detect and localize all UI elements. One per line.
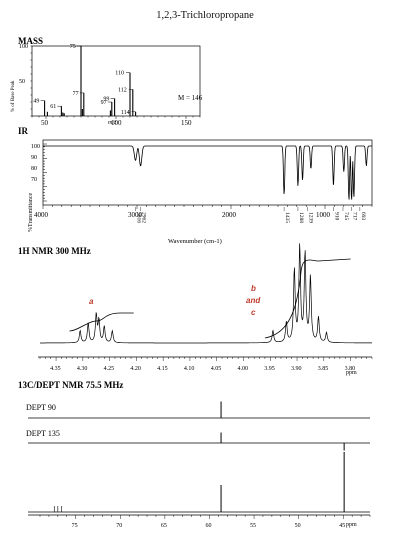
- mass-peak-label: 99: [103, 97, 109, 103]
- hnmr-tick-label: 4.20: [130, 366, 141, 372]
- mass-molecular-ion: M = 146: [178, 94, 203, 102]
- ir-x-tick-label: 1000: [316, 211, 331, 219]
- cnmr-tick-label: 50: [295, 523, 301, 529]
- cnmr-tick-label: 65: [161, 523, 167, 529]
- page-title: 1,2,3-Trichloropropane: [156, 10, 254, 21]
- hnmr-spectrum-line: [40, 243, 372, 344]
- hnmr-section-label: 1H NMR 300 MHz: [18, 246, 91, 256]
- mass-peak-label: 77: [73, 91, 79, 97]
- cnmr-plot: 75 70 65 60 55 50 45: [28, 401, 371, 529]
- ir-y-tick-label: 90: [31, 155, 37, 161]
- mass-ylabel: % of Base Peak: [11, 80, 16, 112]
- ir-y-tick-label: 80: [31, 166, 37, 172]
- ir-peak-label: 1239: [308, 212, 314, 223]
- annotation-b: b: [251, 284, 256, 293]
- ir-peak-label: 717: [352, 212, 358, 221]
- mass-peak-label: 49: [33, 99, 39, 105]
- hnmr-plot: 4.35 4.30 4.25 4.20 4.15 4.10 4.05 4.00 3.95 3.90…: [38, 243, 373, 372]
- ir-peak-label: 910: [333, 212, 339, 221]
- hnmr-integral-bc: [264, 258, 351, 339]
- cnmr-tick-label: 45: [339, 523, 345, 529]
- ir-x-tick-label: 2000: [222, 211, 237, 219]
- cnmr-tick-label: 75: [72, 523, 78, 529]
- hnmr-tick-label: 3.80: [345, 366, 356, 372]
- mass-axes-box: [31, 45, 201, 117]
- cnmr-section-label: 13C/DEPT NMR 75.5 MHz: [18, 380, 123, 390]
- mass-peak-label: 61: [50, 104, 56, 110]
- ir-axes-box: [42, 139, 373, 206]
- ir-peak-label: 693: [360, 212, 366, 221]
- mass-peak-label: 110: [115, 71, 124, 77]
- cnmr-tick-label: 70: [116, 523, 122, 529]
- mass-peak-label: 112: [118, 87, 127, 93]
- hnmr-tick-label: 4.15: [157, 366, 168, 372]
- cnmr-tick-label: 55: [250, 523, 256, 529]
- ir-xlabel: Wavenumber (cm-1): [168, 238, 222, 245]
- ir-y-tick-label: 100: [31, 144, 40, 150]
- ir-x-tick-label: 4000: [34, 211, 49, 219]
- mass-xlabel: m/z: [108, 120, 117, 126]
- hnmr-tick-label: 4.10: [184, 366, 195, 372]
- ir-section-label: IR: [18, 126, 29, 136]
- ir-peak-label: 1288: [298, 212, 304, 223]
- annotation-a: a: [89, 297, 94, 306]
- hnmr-tick-label: 3.95: [264, 366, 275, 372]
- mass-plot-frame: 50 100 150 100 50: [19, 44, 201, 127]
- annotation-c: c: [251, 308, 256, 317]
- hnmr-tick-label: 4.00: [237, 366, 248, 372]
- mass-peak-label: 75: [70, 44, 76, 50]
- mass-x-tick-label: 50: [41, 119, 49, 127]
- ir-peak-labels: 3016 2962 1435 1288 1239 910 745 717 693: [135, 207, 366, 223]
- ir-peak-label: 3016: [135, 212, 141, 223]
- hnmr-tick-label: 4.05: [211, 366, 222, 372]
- hnmr-integral-a: [69, 312, 134, 332]
- mass-peak-label: 114: [121, 110, 130, 116]
- mass-y-tick-label: 50: [19, 79, 25, 85]
- mass-x-tick-label: 100: [111, 119, 122, 127]
- hnmr-tick-label: 4.35: [50, 366, 61, 372]
- hnmr-tick-label: 3.85: [318, 366, 329, 372]
- hnmr-tick-label: 4.25: [104, 366, 115, 372]
- annotation-and: and: [246, 296, 261, 305]
- mass-peak-label: 97: [101, 100, 107, 106]
- hnmr-tick-label: 3.90: [291, 366, 302, 372]
- ir-peak-label: 2962: [141, 212, 147, 223]
- ir-ylabel: %Transmittance: [28, 193, 34, 232]
- ir-plot-frame: 4000 3000 2000 1000 100 90 80 70: [31, 139, 373, 219]
- ir-peak-label: 1435: [284, 212, 290, 223]
- mass-x-tick-label: 150: [181, 119, 192, 127]
- mass-y-tick-label: 100: [19, 44, 28, 50]
- dept90-label: DEPT 90: [26, 403, 56, 412]
- ir-y-tick-label: 70: [31, 177, 37, 183]
- dept135-label: DEPT 135: [26, 429, 60, 438]
- mass-section-label: MASS: [18, 36, 43, 46]
- cnmr-unit: ppm: [346, 522, 357, 528]
- ir-trace: [43, 145, 372, 200]
- ir-transmittance-line: [43, 145, 372, 200]
- cnmr-tick-label: 60: [205, 523, 211, 529]
- ir-peak-label: 745: [343, 212, 349, 221]
- ir-x-tick-label: 3000: [128, 211, 143, 219]
- hnmr-tick-label: 4.30: [77, 366, 88, 372]
- hnmr-unit: ppm: [346, 370, 357, 376]
